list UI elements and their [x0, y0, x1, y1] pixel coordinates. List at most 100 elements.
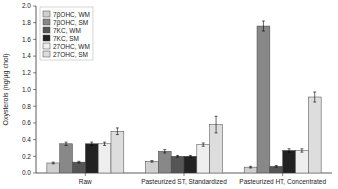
legend-swatch — [43, 35, 50, 41]
error-cap — [103, 142, 106, 143]
x-tick — [282, 173, 283, 176]
y-tick-label: 1.4 — [22, 52, 31, 59]
legend-swatch — [43, 43, 50, 49]
error-bar — [275, 165, 278, 167]
error-cap — [116, 127, 119, 128]
error-stem — [250, 166, 251, 168]
error-cap — [288, 152, 291, 153]
error-stem — [289, 149, 290, 152]
error-bar — [313, 92, 316, 102]
error-cap — [176, 155, 179, 156]
error-stem — [53, 162, 54, 164]
bar — [111, 131, 124, 173]
error-bar — [189, 155, 192, 157]
error-cap — [65, 145, 68, 146]
error-stem — [117, 128, 118, 135]
y-tick-label: 0.4 — [22, 136, 31, 143]
error-cap — [103, 145, 106, 146]
error-cap — [52, 162, 55, 163]
error-bar — [202, 143, 205, 146]
error-cap — [150, 160, 153, 161]
bar — [60, 144, 73, 173]
y-tick-label: 0.6 — [22, 119, 31, 126]
error-cap — [116, 134, 119, 135]
bar — [85, 144, 98, 173]
error-stem — [177, 155, 178, 157]
error-cap — [77, 162, 80, 163]
y-tick — [33, 139, 36, 140]
y-tick-label: 2.0 — [22, 2, 31, 9]
error-cap — [202, 142, 205, 143]
bar — [257, 26, 270, 173]
y-tick — [33, 22, 36, 23]
error-cap — [300, 152, 303, 153]
error-bar — [215, 116, 218, 133]
x-tick-label: Pasteurized ST, Standardized — [141, 178, 227, 185]
y-tick — [33, 56, 36, 57]
x-tick — [85, 173, 86, 176]
y-tick-label: 0.0 — [22, 169, 31, 176]
error-bar — [249, 166, 252, 168]
error-stem — [190, 155, 191, 157]
bar — [270, 166, 283, 173]
error-bar — [300, 149, 303, 152]
error-cap — [90, 142, 93, 143]
error-stem — [164, 150, 165, 153]
y-tick — [33, 122, 36, 123]
legend-swatch — [43, 51, 50, 57]
x-tick-label: Pasteurized HT, Concentrated — [239, 178, 326, 185]
error-stem — [301, 149, 302, 152]
error-cap — [189, 155, 192, 156]
error-cap — [163, 152, 166, 153]
error-bar — [150, 160, 153, 162]
legend-swatch — [43, 11, 50, 17]
error-bar — [163, 150, 166, 153]
bar — [295, 150, 308, 173]
error-cap — [275, 167, 278, 168]
y-tick — [33, 89, 36, 90]
error-cap — [52, 163, 55, 164]
error-cap — [249, 166, 252, 167]
error-cap — [176, 157, 179, 158]
error-bar — [176, 155, 179, 157]
error-cap — [262, 31, 265, 32]
y-tick-label: 1.6 — [22, 36, 31, 43]
error-cap — [202, 146, 205, 147]
error-stem — [66, 142, 67, 145]
error-bar — [262, 21, 265, 31]
error-cap — [300, 148, 303, 149]
legend-label: 7βOHC, SM — [53, 19, 88, 27]
error-stem — [314, 92, 315, 102]
bar — [47, 163, 60, 173]
error-stem — [203, 143, 204, 146]
error-cap — [90, 145, 93, 146]
error-stem — [216, 116, 217, 133]
y-tick — [33, 6, 36, 7]
error-cap — [163, 149, 166, 150]
y-tick — [33, 156, 36, 157]
error-cap — [313, 102, 316, 103]
y-tick — [33, 72, 36, 73]
legend-label: 7βOHC, WM — [53, 11, 90, 19]
legend-label: 7KC, WM — [53, 27, 81, 34]
error-cap — [313, 92, 316, 93]
error-bar — [103, 142, 106, 145]
error-bar — [288, 149, 291, 152]
bar — [197, 145, 210, 173]
bars — [47, 21, 321, 173]
bar — [308, 97, 321, 173]
error-cap — [77, 161, 80, 162]
error-bar — [52, 162, 55, 164]
error-stem — [78, 161, 79, 163]
y-axis-label: Oxysterols (ng/μg chol) — [2, 53, 10, 125]
x-tick-label: Raw — [79, 178, 92, 185]
error-bar — [90, 142, 93, 145]
error-cap — [215, 116, 218, 117]
y-tick-label: 0.8 — [22, 103, 31, 110]
error-cap — [65, 142, 68, 143]
error-stem — [263, 21, 264, 31]
y-tick — [33, 39, 36, 40]
legend-label: 7KC, SM — [53, 35, 79, 42]
error-cap — [275, 165, 278, 166]
chart: 0.00.20.40.60.81.01.21.41.61.82.0Oxyster… — [0, 0, 338, 189]
